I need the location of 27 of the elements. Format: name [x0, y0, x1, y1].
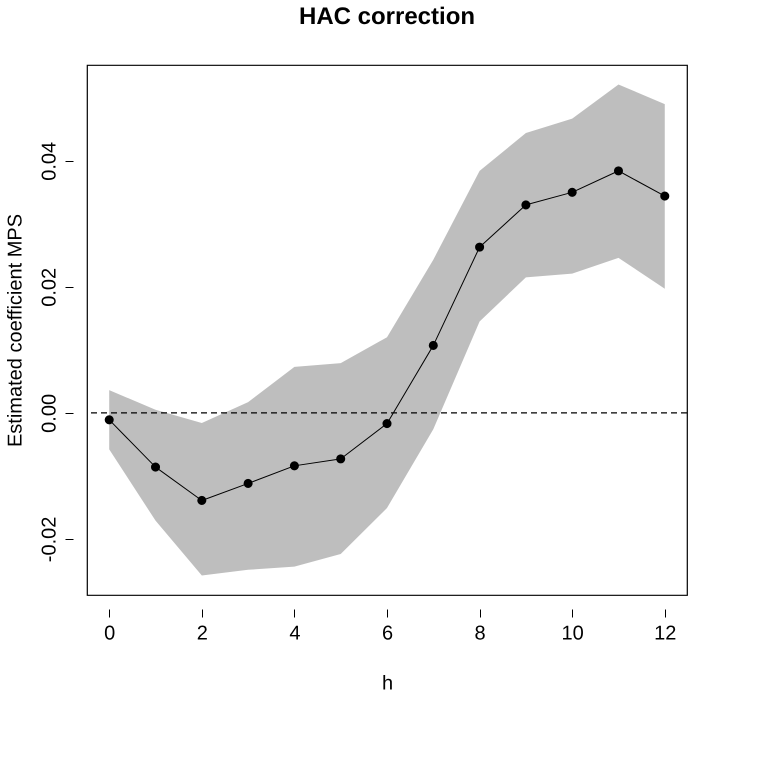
point — [568, 188, 577, 197]
x-axis-title: h — [382, 672, 394, 694]
x-tick-label: 8 — [474, 622, 486, 644]
point — [614, 166, 624, 176]
x-tick-label: 6 — [382, 622, 394, 644]
point — [290, 461, 299, 470]
point — [382, 419, 392, 428]
point — [475, 242, 484, 252]
x-tick-label: 0 — [104, 622, 116, 644]
point — [244, 478, 253, 488]
point — [104, 415, 114, 424]
chart-title: HAC correction — [298, 3, 476, 30]
x-tick-label: 4 — [289, 622, 300, 644]
y-tick-label: 0.02 — [38, 268, 60, 307]
y-tick-label: 0.00 — [38, 394, 60, 433]
point — [521, 200, 530, 210]
x-tick-label: 12 — [654, 622, 676, 644]
x-tick-label: 10 — [562, 622, 584, 644]
x-tick-label: 2 — [196, 622, 208, 644]
y-axis-title: Estimated coefficient MPS — [4, 214, 26, 448]
point — [428, 340, 438, 350]
y-tick-label: 0.04 — [38, 142, 60, 181]
point — [150, 462, 160, 472]
y-tick-label: -0.02 — [38, 516, 60, 562]
point — [197, 496, 206, 505]
point — [336, 454, 346, 464]
point — [660, 192, 670, 201]
